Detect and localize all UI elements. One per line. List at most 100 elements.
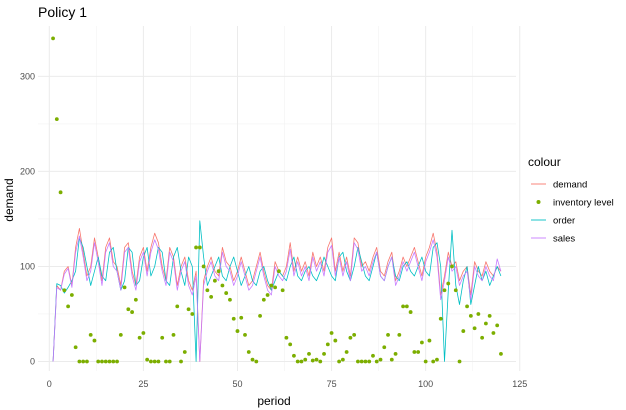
inventory-level-point bbox=[446, 281, 451, 286]
inventory-level-point bbox=[96, 359, 101, 364]
inventory-level-point bbox=[499, 351, 503, 356]
inventory-level-point bbox=[216, 269, 221, 274]
inventory-level-point bbox=[126, 307, 131, 312]
inventory-level-point bbox=[130, 310, 134, 314]
chart-title: Policy 1 bbox=[38, 4, 87, 20]
inventory-level-point bbox=[111, 359, 116, 364]
inventory-level-point bbox=[186, 307, 191, 312]
inventory-level-point bbox=[152, 359, 157, 364]
inventory-level-point bbox=[69, 293, 74, 297]
inventory-level-point bbox=[265, 293, 270, 297]
y-axis-title: demand bbox=[2, 178, 16, 221]
inventory-level-point bbox=[322, 351, 326, 356]
inventory-level-point bbox=[258, 313, 262, 318]
legend-label-sales: sales bbox=[553, 234, 575, 245]
inventory-level-point bbox=[367, 359, 372, 364]
legend-key-inventory-level bbox=[536, 200, 541, 204]
inventory-level-point bbox=[318, 359, 323, 364]
inventory-level-point bbox=[273, 285, 278, 290]
inventory-level-point bbox=[194, 245, 198, 250]
legend: colour demand inventory level order sales bbox=[528, 155, 614, 245]
inventory-level-point bbox=[81, 359, 86, 364]
inventory-level-point bbox=[329, 331, 334, 335]
inventory-level-point bbox=[160, 335, 165, 340]
inventory-level-point bbox=[156, 359, 161, 364]
inventory-level-point bbox=[243, 332, 247, 337]
inventory-level-point bbox=[58, 190, 63, 195]
inventory-level-point bbox=[269, 283, 274, 288]
inventory-level-point bbox=[465, 304, 469, 309]
inventory-level-point bbox=[356, 359, 360, 364]
inventory-level-point bbox=[231, 316, 236, 321]
inventory-level-point bbox=[340, 357, 345, 362]
inventory-level-point bbox=[359, 359, 364, 364]
inventory-level-point bbox=[133, 297, 138, 302]
inventory-level-point bbox=[427, 338, 432, 343]
inventory-level-point bbox=[118, 332, 123, 337]
inventory-level-point bbox=[85, 359, 89, 364]
inventory-level-point bbox=[295, 359, 300, 364]
inventory-level-point bbox=[495, 323, 500, 328]
inventory-level-point bbox=[344, 350, 349, 354]
series-layer bbox=[51, 36, 503, 364]
inventory-level-point bbox=[239, 315, 244, 320]
inventory-level-point bbox=[314, 357, 319, 362]
y-tick-label: 300 bbox=[20, 71, 35, 81]
inventory-level-point bbox=[209, 294, 214, 299]
x-tick-label: 0 bbox=[47, 379, 52, 389]
y-tick-label: 200 bbox=[20, 166, 35, 176]
inventory-level-point bbox=[416, 350, 421, 354]
x-tick-label: 100 bbox=[418, 379, 433, 389]
inventory-level-point bbox=[141, 331, 146, 335]
inventory-level-point bbox=[77, 359, 82, 364]
inventory-level-point bbox=[299, 359, 304, 364]
inventory-level-point bbox=[103, 359, 108, 364]
inventory-level-point bbox=[307, 351, 311, 356]
inventory-level-point bbox=[145, 357, 150, 362]
inventory-level-point bbox=[107, 359, 112, 364]
inventory-level-point bbox=[280, 288, 285, 293]
inventory-level-point bbox=[303, 357, 308, 362]
inventory-level-point bbox=[389, 357, 394, 362]
inventory-level-point bbox=[250, 357, 255, 362]
inventory-level-point bbox=[220, 283, 225, 288]
inventory-level-point bbox=[401, 304, 405, 309]
inventory-level-point bbox=[483, 321, 488, 326]
inventory-level-point bbox=[228, 297, 232, 302]
inventory-level-point bbox=[288, 342, 293, 347]
inventory-level-point bbox=[175, 304, 180, 309]
inventory-level-point bbox=[62, 288, 67, 293]
x-tick-label: 25 bbox=[138, 379, 148, 389]
inventory-level-point bbox=[371, 353, 375, 358]
inventory-level-point bbox=[73, 345, 78, 350]
inventory-level-point bbox=[337, 359, 342, 364]
inventory-level-point bbox=[491, 331, 496, 335]
inventory-level-point bbox=[480, 335, 485, 340]
legend-label-inventory-level: inventory level bbox=[553, 198, 614, 209]
grid bbox=[38, 26, 521, 371]
inventory-level-point bbox=[382, 345, 387, 350]
inventory-level-point bbox=[325, 342, 330, 347]
inventory-level-point bbox=[442, 288, 447, 293]
inventory-level-point bbox=[431, 359, 436, 364]
inventory-level-point bbox=[197, 245, 202, 250]
inventory-level-point bbox=[167, 359, 172, 364]
inventory-level-point bbox=[171, 332, 176, 337]
inventory-level-point bbox=[284, 335, 289, 340]
inventory-level-point bbox=[122, 285, 127, 290]
inventory-level-point bbox=[88, 332, 93, 337]
inventory-level-point bbox=[397, 332, 402, 337]
inventory-level-point bbox=[468, 313, 473, 318]
legend-title: colour bbox=[528, 155, 561, 169]
inventory-level-point bbox=[201, 264, 206, 269]
inventory-level-point bbox=[115, 359, 119, 364]
inventory-level-point bbox=[190, 312, 195, 316]
x-tick-label: 50 bbox=[232, 379, 242, 389]
inventory-level-point bbox=[457, 359, 462, 364]
x-tick-label: 75 bbox=[327, 379, 337, 389]
inventory-level-point bbox=[224, 291, 229, 295]
inventory-level-point bbox=[438, 316, 443, 321]
inventory-level-point bbox=[412, 350, 417, 354]
